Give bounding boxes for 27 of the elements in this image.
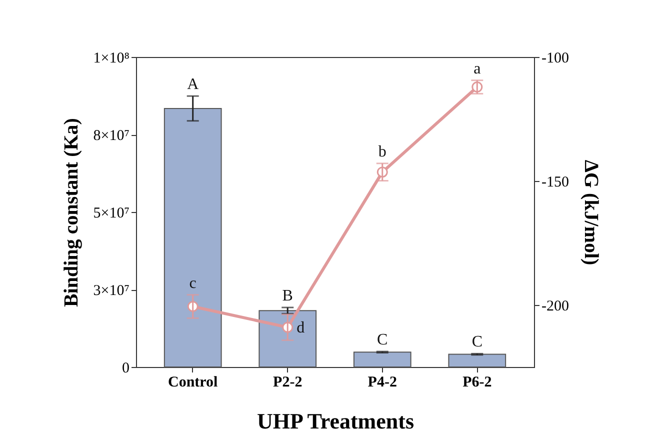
- data-label: A: [187, 76, 200, 94]
- x-tick-label: P6-2: [462, 374, 492, 390]
- bar: [448, 354, 506, 368]
- y-tick-label: 5×10⁷: [93, 206, 130, 222]
- data-label: B: [282, 287, 293, 304]
- bar: [353, 352, 412, 368]
- y2-tick-label: -200: [542, 298, 569, 314]
- x-tick-label: P2-2: [273, 374, 302, 390]
- y2-axis-title: ΔG (kJ/mol): [580, 160, 602, 266]
- y-axis-title: Binding constant (Ka): [60, 118, 82, 307]
- data-label: c: [189, 274, 196, 292]
- x-axis-title: UHP Treatments: [256, 408, 414, 432]
- bar: [164, 108, 222, 368]
- data-label: C: [377, 332, 388, 348]
- y-tick-label: 0: [122, 360, 130, 376]
- y-tick-label: 1×10⁸: [93, 50, 130, 66]
- data-label: b: [378, 143, 386, 160]
- y-tick-label: 3×10⁷: [93, 283, 130, 299]
- data-label: C: [472, 334, 482, 351]
- bar: [258, 310, 317, 368]
- x-tick-label: P4-2: [368, 374, 397, 390]
- x-tick-label: Control: [168, 374, 218, 390]
- y2-tick-label: -150: [542, 174, 569, 190]
- y-tick-label: 8×10⁷: [93, 128, 130, 144]
- y2-tick-label: -100: [542, 50, 569, 66]
- data-label: d: [296, 319, 305, 336]
- data-label: a: [474, 60, 481, 78]
